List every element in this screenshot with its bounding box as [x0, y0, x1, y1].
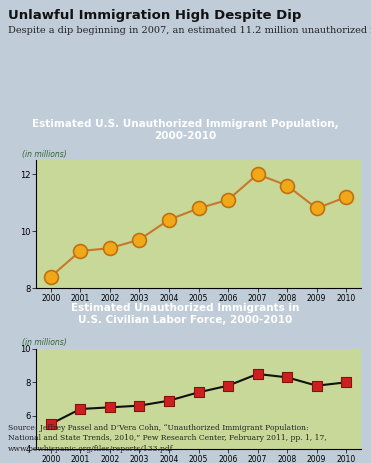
Text: Estimated U.S. Unauthorized Immigrant Population,
2000-2010: Estimated U.S. Unauthorized Immigrant Po… [32, 119, 339, 141]
Point [225, 196, 231, 204]
Point [255, 170, 260, 178]
Point [77, 247, 83, 255]
Point [166, 397, 172, 404]
Point [48, 420, 54, 428]
Text: Estimated Unauthorized Immigrants in
U.S. Civilian Labor Force, 2000-2010: Estimated Unauthorized Immigrants in U.S… [71, 303, 300, 325]
Point [137, 236, 142, 244]
Point [196, 205, 201, 212]
Point [284, 374, 290, 381]
Point [225, 382, 231, 389]
Text: Unlawful Immigration High Despite Dip: Unlawful Immigration High Despite Dip [8, 8, 301, 21]
Point [107, 404, 113, 411]
Point [314, 205, 320, 212]
Text: (in millions): (in millions) [22, 338, 67, 348]
Point [343, 193, 349, 200]
Point [77, 405, 83, 413]
Point [137, 402, 142, 409]
Point [314, 382, 320, 389]
Point [284, 182, 290, 189]
Point [255, 370, 260, 378]
Point [166, 216, 172, 224]
Point [196, 388, 201, 396]
Point [343, 379, 349, 386]
Text: Source: Jeffrey Passel and D’Vera Cohn, “Unauthorized Immigrant Population:
Nati: Source: Jeffrey Passel and D’Vera Cohn, … [8, 424, 327, 453]
Text: (in millions): (in millions) [22, 150, 67, 158]
Point [107, 244, 113, 252]
Text: Despite a dip beginning in 2007, an estimated 11.2 million unauthorized immigran: Despite a dip beginning in 2007, an esti… [8, 26, 371, 35]
Point [48, 273, 54, 280]
